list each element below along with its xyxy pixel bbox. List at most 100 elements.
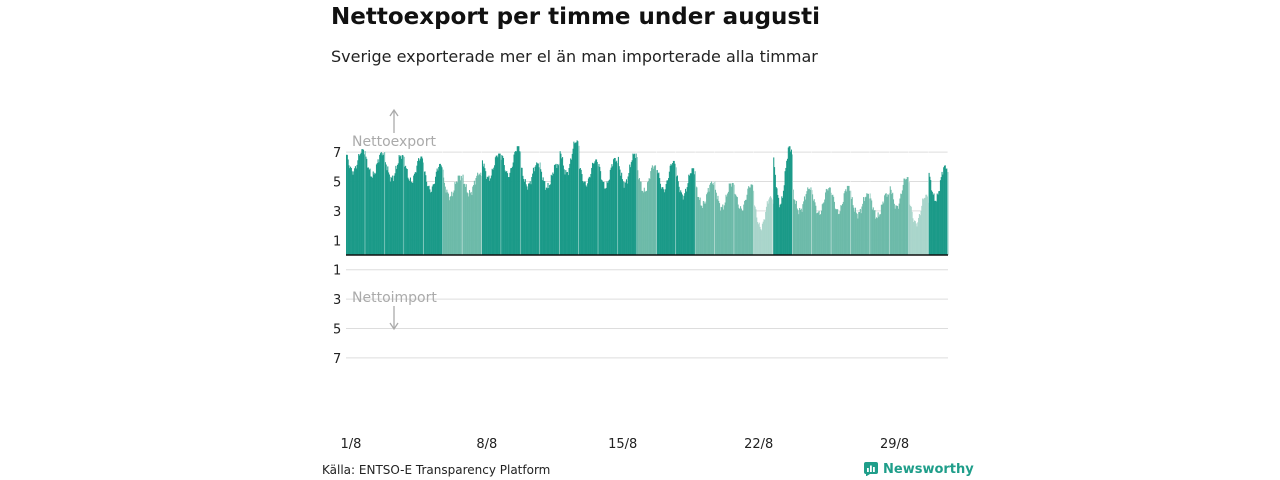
bar <box>547 182 549 255</box>
bar <box>788 146 790 255</box>
bar <box>638 178 640 255</box>
bar <box>431 186 433 255</box>
bar <box>639 181 641 255</box>
bar <box>391 178 393 255</box>
bar <box>715 192 717 255</box>
bar <box>914 220 916 255</box>
bar <box>350 168 352 255</box>
bar <box>613 159 615 255</box>
brand-logo[interactable]: Newsworthy <box>864 460 974 478</box>
bar <box>543 180 545 255</box>
bar <box>476 175 478 255</box>
bar <box>851 197 853 255</box>
bar <box>592 163 594 255</box>
bar <box>463 184 465 255</box>
bar <box>430 192 432 255</box>
bar <box>736 197 738 255</box>
bar <box>601 180 603 255</box>
bar <box>534 166 536 255</box>
bar <box>460 175 462 255</box>
bar <box>736 196 738 255</box>
bar <box>701 205 703 255</box>
bar <box>557 165 560 255</box>
bar <box>912 218 914 255</box>
bar <box>731 186 733 255</box>
bar <box>481 160 483 255</box>
bar <box>842 201 844 255</box>
bar <box>354 166 356 255</box>
bar <box>357 160 359 255</box>
bar <box>920 210 922 255</box>
bar <box>502 157 505 255</box>
bar <box>388 174 390 255</box>
bar <box>640 181 642 255</box>
y-tick-label: 5 <box>333 176 341 191</box>
bar <box>553 165 556 255</box>
bar <box>455 184 457 255</box>
bar <box>401 158 403 255</box>
bar <box>595 159 597 255</box>
bar <box>569 163 571 255</box>
bar <box>423 171 425 255</box>
bar <box>867 193 869 255</box>
bar <box>546 188 548 255</box>
bar <box>764 219 766 255</box>
bar <box>482 166 484 255</box>
bar <box>812 194 814 255</box>
chart-icon <box>864 462 878 476</box>
bar <box>892 199 895 255</box>
bar <box>719 203 721 255</box>
bar <box>551 175 553 255</box>
bar <box>511 168 513 255</box>
bar <box>849 190 851 255</box>
bar <box>419 158 421 255</box>
bar <box>812 200 814 255</box>
bar <box>398 155 400 255</box>
bar <box>761 223 763 255</box>
bar <box>573 141 575 255</box>
bar <box>773 157 775 255</box>
bar <box>819 214 821 255</box>
bar <box>921 205 923 255</box>
bar <box>877 212 879 255</box>
bar <box>802 204 804 255</box>
bar <box>361 149 363 255</box>
bar <box>532 167 534 255</box>
bar <box>352 174 354 255</box>
bar <box>712 182 714 255</box>
bar <box>690 173 692 255</box>
bar <box>346 154 348 255</box>
bar <box>650 171 652 255</box>
bar <box>628 172 630 255</box>
bar <box>842 203 844 255</box>
bar <box>351 171 353 255</box>
bar <box>669 165 671 255</box>
bar <box>852 205 854 255</box>
bar <box>521 167 523 255</box>
bar <box>652 168 654 255</box>
bar <box>360 152 362 255</box>
bar <box>941 171 943 255</box>
bar <box>470 191 472 255</box>
bar <box>454 182 456 255</box>
bar <box>907 177 909 255</box>
arrow-up-head <box>389 108 399 117</box>
bar <box>634 158 636 255</box>
bar <box>626 183 628 255</box>
bar <box>444 186 446 255</box>
bar <box>477 172 479 255</box>
bar <box>498 153 500 255</box>
bar <box>418 160 420 255</box>
bar <box>897 205 899 255</box>
bar <box>396 168 398 255</box>
bar <box>436 168 438 255</box>
bar <box>374 172 376 255</box>
bar <box>599 166 601 255</box>
bar <box>588 176 590 255</box>
bar <box>686 187 688 255</box>
bar <box>860 213 862 255</box>
bar <box>488 175 490 255</box>
bar <box>668 171 670 255</box>
bar <box>727 193 729 255</box>
